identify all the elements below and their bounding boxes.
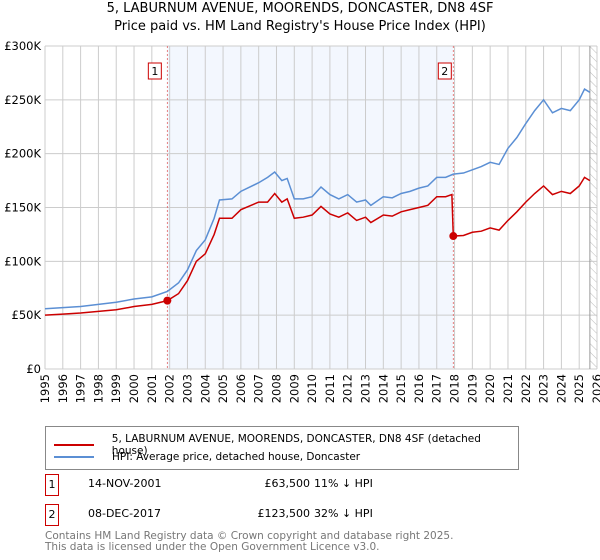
x-tick-label: 2018: [448, 374, 462, 403]
x-tick-label: 1995: [38, 374, 52, 403]
x-tick-label: 2022: [519, 374, 533, 403]
attribution-line-2: This data is licensed under the Open Gov…: [45, 541, 380, 553]
x-tick-label: 2010: [305, 374, 319, 403]
attribution: Contains HM Land Registry data © Crown c…: [45, 531, 453, 553]
legend-label-hpi: HPI: Average price, detached house, Donc…: [112, 451, 361, 463]
x-tick-label: 2006: [234, 374, 248, 403]
x-tick-label: 1996: [56, 374, 70, 403]
y-tick-label: £250K: [4, 93, 41, 107]
x-tick-label: 2012: [341, 374, 355, 403]
x-tick-label: 2002: [163, 374, 177, 403]
chart-title: 5, LABURNUM AVENUE, MOORENDS, DONCASTER,…: [106, 1, 494, 16]
x-tick-label: 2020: [483, 374, 497, 403]
x-tick-label: 1997: [74, 374, 88, 403]
y-tick-label: £150K: [4, 201, 41, 215]
x-tick-label: 2016: [412, 374, 426, 403]
legend-swatch-property: [54, 444, 94, 446]
x-tick-label: 2008: [269, 374, 283, 403]
x-tick-label: 2024: [554, 374, 568, 403]
x-tick-label: 2025: [572, 374, 586, 403]
attribution-line-1: Contains HM Land Registry data © Crown c…: [45, 530, 454, 542]
y-tick-label: £200K: [4, 147, 41, 161]
sale-marker-label: 2: [441, 65, 448, 78]
sale-point: [163, 296, 172, 305]
x-tick-label: 2019: [465, 374, 479, 403]
x-tick-label: 2014: [376, 374, 390, 403]
x-tick-label: 2021: [501, 374, 515, 403]
sale-point: [449, 232, 458, 241]
x-tick-label: 2001: [145, 374, 159, 403]
sale-marker-box: [437, 62, 452, 80]
sale-price: £63,500: [264, 477, 311, 490]
sale-hpi-diff: 11% ↓ HPI: [314, 477, 373, 490]
price-paid-line: [44, 176, 591, 316]
y-tick-label: £0: [26, 362, 41, 376]
sale-row-1: 1 14-NOV-2001 £63,500 11% ↓ HPI: [45, 474, 445, 496]
sale-marker-badge: 2: [45, 504, 59, 526]
x-tick-label: 2009: [287, 374, 301, 403]
x-tick-label: 2013: [359, 374, 373, 403]
x-tick-label: 2007: [252, 374, 266, 403]
x-tick-label: 2011: [323, 374, 337, 403]
sale-row-2: 2 08-DEC-2017 £123,500 32% ↓ HPI: [45, 504, 445, 526]
price-chart: 1995 1996 1997 1998 1999 2000 2001 2002 2003 2004…: [4, 39, 600, 403]
x-tick-label: 2000: [127, 374, 141, 403]
x-tick-label: 1999: [109, 374, 123, 403]
x-tick-label: 2005: [216, 374, 230, 403]
x-tick-label: 2015: [394, 374, 408, 403]
legend-label-property: 5, LABURNUM AVENUE, MOORENDS, DONCASTER,…: [111, 433, 481, 457]
x-tick-label: 2004: [198, 374, 212, 403]
y-tick-label: £300K: [4, 39, 41, 53]
sale-marker-box: [147, 62, 162, 80]
x-tick-label: 2026: [590, 374, 600, 403]
legend: 5, LABURNUM AVENUE, MOORENDS, DONCASTER,…: [45, 426, 519, 470]
sale-date: 14-NOV-2001: [88, 477, 162, 490]
sale-marker-badge: 1: [45, 474, 59, 496]
sale-price: £123,500: [257, 507, 311, 520]
x-tick-label: 2023: [537, 374, 551, 403]
x-tick-label: 1998: [91, 374, 105, 403]
legend-swatch-hpi: [54, 456, 94, 458]
y-tick-label: £50K: [12, 308, 42, 322]
chart-subtitle: Price paid vs. HM Land Registry's House …: [114, 19, 486, 34]
sale-marker-label: 1: [151, 65, 158, 78]
y-tick-label: £100K: [4, 254, 41, 268]
sale-hpi-diff: 32% ↓ HPI: [314, 507, 373, 520]
x-tick-label: 2017: [430, 374, 444, 403]
x-tick-label: 2003: [180, 374, 194, 403]
hpi-line: [44, 88, 591, 310]
sale-date: 08-DEC-2017: [88, 507, 162, 520]
